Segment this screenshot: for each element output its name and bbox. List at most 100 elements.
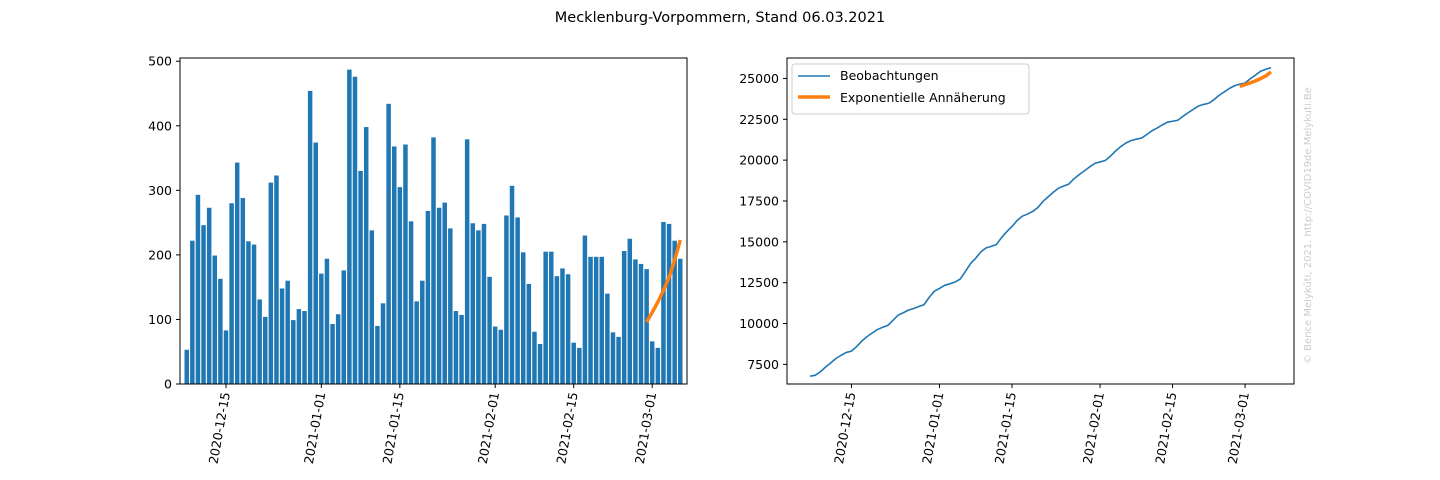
bar xyxy=(375,325,380,384)
bar xyxy=(537,343,543,384)
bar xyxy=(464,139,470,384)
y-tick-label: 400 xyxy=(148,118,172,133)
bar xyxy=(588,256,593,384)
bar xyxy=(616,336,621,384)
bar xyxy=(392,146,397,384)
bar xyxy=(476,230,481,384)
bar xyxy=(218,278,223,384)
y-tick-label: 300 xyxy=(148,183,172,198)
bar xyxy=(672,240,677,384)
y-tick-label: 12500 xyxy=(739,275,779,290)
bar xyxy=(296,309,302,384)
bar xyxy=(358,170,363,384)
bar xyxy=(184,349,189,384)
y-tick-label: 0 xyxy=(164,377,172,392)
bar xyxy=(509,185,515,384)
bar xyxy=(638,263,644,384)
legend-label-observations: Beobachtungen xyxy=(840,68,939,83)
bar xyxy=(335,314,341,384)
bar xyxy=(190,240,195,384)
bar xyxy=(246,241,251,384)
x-axis-left: 2020-12-15 2021-01-01 2021-01-15 2021-02-01… xyxy=(206,384,659,465)
bar xyxy=(666,223,672,384)
bar xyxy=(526,283,532,384)
y-tick-label: 200 xyxy=(148,247,172,262)
bar xyxy=(274,175,279,384)
bar xyxy=(397,187,403,384)
bar xyxy=(257,299,262,384)
bar xyxy=(240,198,246,384)
x-tick-label: 2020-12-15 xyxy=(831,391,858,465)
bar xyxy=(549,251,554,384)
bar xyxy=(403,144,408,384)
x-tick-label: 2021-01-15 xyxy=(992,391,1019,465)
bar xyxy=(605,293,610,384)
x-tick-label: 2021-03-01 xyxy=(1225,391,1252,465)
bar xyxy=(268,182,274,384)
bar xyxy=(565,274,571,384)
y-tick-label: 20000 xyxy=(739,153,779,168)
bar xyxy=(352,76,358,384)
bar xyxy=(223,330,229,384)
x-tick-label: 2020-12-15 xyxy=(206,391,233,465)
bar xyxy=(380,303,386,384)
bar xyxy=(459,314,464,384)
bar xyxy=(279,288,285,384)
bar xyxy=(661,221,666,384)
figure-title: Mecklenburg-Vorpommern, Stand 06.03.2021 xyxy=(555,10,885,26)
x-tick-label: 2021-02-15 xyxy=(553,391,580,465)
bar xyxy=(599,256,604,384)
axes-frame-left xyxy=(179,57,688,385)
bar xyxy=(448,228,453,384)
x-tick-label: 2021-01-01 xyxy=(919,391,946,465)
bar xyxy=(644,269,649,384)
bar xyxy=(633,259,638,384)
bar xyxy=(593,256,599,384)
bar xyxy=(307,90,313,385)
credit-watermark: © Bence Melykúti, 2021. http://COVID19de… xyxy=(1302,87,1314,364)
bar xyxy=(504,215,509,384)
bar-series xyxy=(184,69,683,385)
bar xyxy=(453,311,459,384)
bar xyxy=(431,137,436,384)
x-tick-label: 2021-01-01 xyxy=(301,391,328,465)
bar xyxy=(577,347,582,384)
y-axis-left: 0 100 200 300 400 500 xyxy=(148,54,180,392)
bar xyxy=(543,251,548,384)
bar xyxy=(369,230,375,384)
legend-box xyxy=(791,63,1030,115)
bar xyxy=(571,342,576,384)
bar xyxy=(582,235,588,384)
bar xyxy=(627,238,633,384)
legend: Beobachtungen Exponentielle Annäherung xyxy=(791,63,1030,115)
x-tick-label: 2021-01-15 xyxy=(379,391,406,465)
bar xyxy=(363,127,369,384)
y-tick-label: 10000 xyxy=(739,316,779,331)
y-tick-label: 500 xyxy=(148,54,172,69)
bar xyxy=(263,316,268,384)
bar xyxy=(442,202,447,384)
chart-right: 750010000125001500017500200002250025000 … xyxy=(739,57,1295,465)
bar xyxy=(341,270,347,384)
bar xyxy=(481,223,487,384)
bar xyxy=(319,273,324,384)
bar xyxy=(515,217,520,384)
x-tick-label: 2021-02-01 xyxy=(1080,391,1107,465)
bar xyxy=(420,280,425,384)
y-tick-label: 17500 xyxy=(739,193,779,208)
y-tick-label: 7500 xyxy=(747,357,779,372)
legend-label-fit: Exponentielle Annäherung xyxy=(840,90,1006,105)
bar xyxy=(532,331,537,384)
bar xyxy=(520,252,526,384)
x-axis-right: 2020-12-15 2021-01-01 2021-01-15 2021-02-01… xyxy=(831,384,1252,465)
bar xyxy=(195,194,201,384)
bar xyxy=(313,142,318,384)
x-tick-label: 2021-02-01 xyxy=(475,391,502,465)
bar xyxy=(436,207,442,384)
bar xyxy=(649,341,655,384)
bar xyxy=(212,255,218,384)
y-axis-right: 7500 10000 12500 15000 17500 20000 22500 25000 xyxy=(739,71,787,372)
bar xyxy=(487,276,492,384)
x-tick-label: 2021-02-15 xyxy=(1152,391,1179,465)
